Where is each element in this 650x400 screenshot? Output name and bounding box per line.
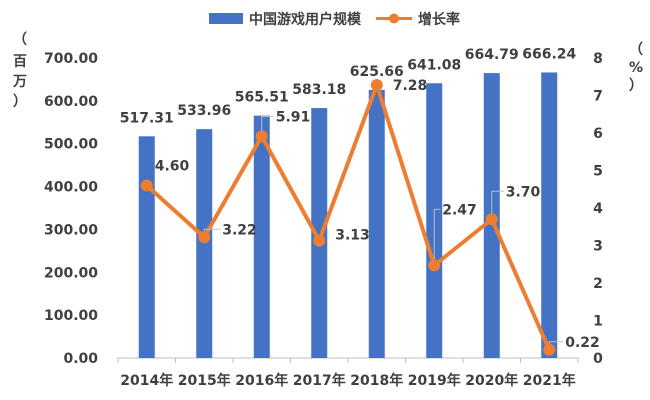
left-tick-label: 700.00: [44, 51, 98, 67]
bar-data-label: 641.08: [407, 57, 461, 73]
line-data-label: 3.22: [222, 222, 257, 238]
bar-data-label: 565.51: [235, 90, 289, 106]
line-data-label: 2.47: [442, 202, 477, 218]
leader-line: [433, 208, 441, 260]
right-tick-label: 4: [593, 201, 603, 217]
line-data-label: 4.60: [155, 159, 190, 175]
line-point: [313, 234, 326, 247]
line-data-label: 3.70: [506, 184, 541, 200]
x-tick-label: 2018年: [350, 372, 403, 389]
left-unit-char: （: [13, 32, 27, 48]
x-tick-label: 2015年: [178, 372, 231, 389]
left-axis-ticks: 0.00 100.00 200.00 300.00 400.00 500.00 600.00…: [44, 51, 98, 367]
bar-series: [138, 72, 558, 359]
right-unit-char: （: [629, 42, 643, 58]
growth-line: [145, 83, 552, 351]
left-unit-char: 万: [12, 74, 27, 90]
bar: [541, 72, 558, 359]
line-data-label: 7.28: [393, 78, 428, 94]
right-axis-unit: （% ）: [629, 42, 643, 94]
left-tick-label: 0.00: [63, 351, 98, 367]
leader-line: [261, 115, 274, 131]
line-point: [543, 343, 556, 356]
left-tick-label: 500.00: [44, 137, 98, 153]
left-tick-label: 100.00: [44, 308, 98, 324]
line-data-label: 3.13: [335, 228, 370, 244]
bar-data-label: 666.24: [522, 46, 576, 62]
right-tick-label: 0: [593, 351, 603, 367]
right-unit-char: %: [629, 60, 643, 76]
line-data-label: 0.22: [565, 335, 600, 351]
x-tick-label: 2019年: [408, 372, 461, 389]
bar: [253, 115, 270, 358]
line-data-labels: 4.60 3.22 5.91 3.13 7.28 2.47 3.70 0.22: [155, 78, 600, 351]
bar-data-label: 664.79: [465, 47, 519, 63]
left-unit-char: ）: [13, 94, 27, 110]
bar: [196, 129, 213, 358]
left-tick-label: 200.00: [44, 265, 98, 281]
legend: 中国游戏用户规模 增长率: [209, 11, 460, 28]
right-tick-label: 7: [593, 89, 603, 105]
left-tick-label: 400.00: [44, 180, 98, 196]
right-tick-label: 5: [593, 164, 603, 180]
line-point: [198, 231, 211, 244]
legend-swatch-bar: [209, 13, 243, 24]
bar: [138, 136, 155, 358]
leader-line: [203, 228, 221, 232]
line-point: [140, 179, 153, 192]
x-tick-label: 2014年: [120, 372, 173, 389]
bar: [368, 89, 385, 359]
line-data-label: 5.91: [276, 109, 311, 125]
right-tick-label: 6: [593, 126, 603, 142]
x-tick-label: 2017年: [293, 372, 346, 389]
right-tick-label: 8: [593, 51, 603, 67]
bar-data-label: 517.31: [120, 110, 174, 126]
right-tick-label: 1: [593, 314, 603, 330]
leader-line: [548, 341, 564, 344]
bar-data-label: 583.18: [292, 82, 346, 98]
legend-label-line: 增长率: [418, 11, 460, 28]
line-point: [370, 79, 383, 91]
line-point: [255, 130, 268, 143]
legend-marker-line: [389, 13, 399, 24]
left-axis-unit: （ 百万 ）: [12, 32, 27, 110]
right-tick-label: 3: [593, 239, 603, 255]
leader-line: [491, 190, 504, 214]
right-unit-char: ）: [629, 78, 643, 94]
x-tick-label: 2016年: [235, 372, 288, 389]
line-series: [140, 79, 556, 356]
left-tick-label: 600.00: [44, 94, 98, 110]
right-tick-label: 2: [593, 276, 603, 292]
x-axis: 2014年 2015年 2016年 2017年 2018年 2019年 2020年 2021年: [117, 357, 579, 389]
x-tick-label: 2020年: [465, 372, 518, 389]
left-unit-char: 百: [13, 54, 27, 70]
bar: [311, 108, 328, 359]
bar-data-label: 533.96: [177, 103, 231, 119]
left-tick-label: 300.00: [44, 222, 98, 238]
legend-label-bar: 中国游戏用户规模: [249, 11, 362, 28]
line-point: [485, 213, 498, 226]
x-tick-label: 2021年: [523, 372, 576, 389]
right-axis-ticks: 0 1 2 3 4 5 6 7 8: [593, 51, 603, 367]
line-point: [428, 259, 441, 272]
bar-data-label: 625.66: [350, 64, 404, 80]
